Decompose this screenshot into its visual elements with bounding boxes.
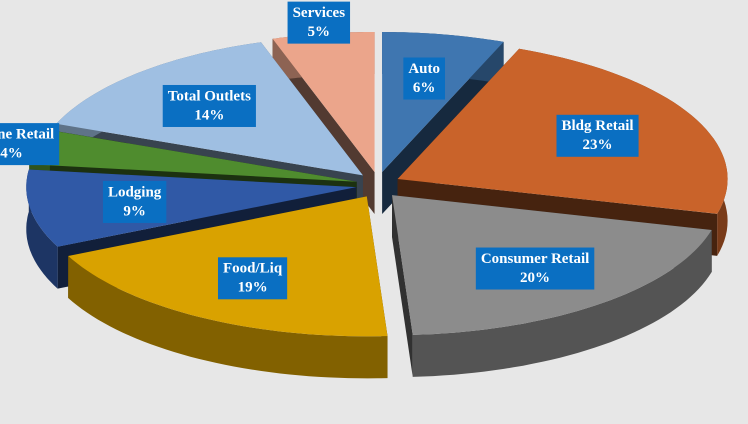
data-label: Bldg Retail 23%: [556, 114, 639, 157]
label-box: [403, 57, 446, 100]
data-label: Total Outlets 14%: [162, 84, 256, 127]
data-label: Lodging 9%: [102, 180, 167, 223]
value-label: 20%: [520, 270, 550, 286]
label-box: [162, 84, 256, 127]
data-label: Online Retail 4%: [0, 123, 60, 166]
value-label: 5%: [308, 24, 331, 40]
category-label: Online Retail: [0, 127, 54, 143]
value-label: 19%: [238, 280, 268, 296]
value-label: 14%: [194, 107, 224, 123]
value-label: 4%: [0, 146, 23, 162]
data-label: Food/Liq 19%: [217, 257, 288, 300]
data-label: Services 5%: [287, 1, 351, 44]
label-box: [287, 1, 351, 44]
slice-wall: [392, 195, 413, 377]
slice-side: [26, 169, 58, 289]
data-label: Auto 6%: [403, 57, 446, 100]
category-label: Consumer Retail: [481, 251, 589, 267]
category-label: Food/Liq: [223, 261, 283, 277]
value-label: 23%: [583, 137, 613, 153]
slice-top: [29, 130, 357, 182]
value-label: 6%: [413, 80, 436, 96]
value-label: 9%: [123, 203, 146, 219]
data-label: Consumer Retail 20%: [475, 247, 595, 290]
label-box: [102, 180, 167, 223]
category-label: Auto: [408, 61, 440, 77]
label-box: [0, 123, 60, 166]
label-box: [475, 247, 595, 290]
category-label: Services: [293, 5, 346, 21]
label-box: [556, 114, 639, 157]
category-label: Bldg Retail: [561, 118, 633, 134]
category-label: Lodging: [108, 184, 162, 200]
slice-top: [272, 32, 375, 172]
label-box: [217, 257, 288, 300]
category-label: Total Outlets: [168, 88, 251, 104]
slice-side: [412, 230, 712, 377]
slice-side: [68, 256, 388, 379]
